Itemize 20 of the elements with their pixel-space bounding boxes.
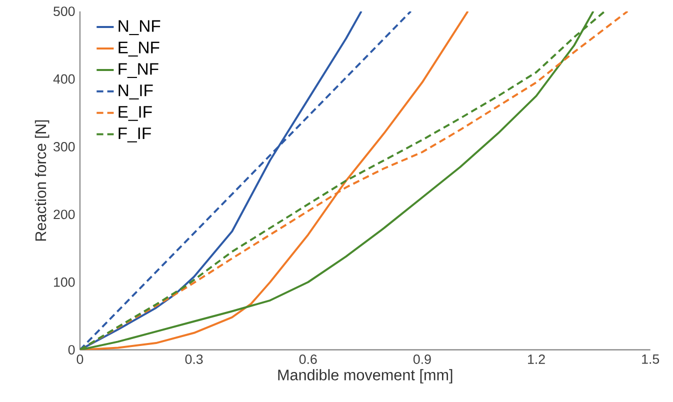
legend-label: E_IF bbox=[118, 106, 152, 121]
x-tick-label: 0.6 bbox=[299, 354, 317, 364]
legend-label: F_NF bbox=[118, 63, 158, 78]
x-axis-title: Mandible movement [mm] bbox=[278, 369, 452, 384]
y-tick-label: 400 bbox=[53, 74, 75, 84]
x-tick-label: 0.9 bbox=[413, 354, 431, 364]
legend-label: F_IF bbox=[118, 128, 151, 142]
y-tick-label: 200 bbox=[54, 210, 75, 220]
y-tick-label: 100 bbox=[54, 278, 75, 287]
x-tick-label: 0.3 bbox=[185, 354, 203, 364]
x-tick-label: 0 bbox=[76, 354, 84, 364]
x-tick-label: 1.2 bbox=[528, 354, 545, 364]
y-tick-label: 0 bbox=[68, 345, 75, 355]
x-tick-label: 1.5 bbox=[642, 354, 660, 364]
y-tick-label: 500 bbox=[54, 6, 75, 16]
legend-label: N_IF bbox=[118, 84, 153, 100]
legend-label: N_NF bbox=[118, 20, 160, 36]
y-axis-title: Reaction force [N] bbox=[34, 120, 50, 241]
legend-label: E_NF bbox=[118, 42, 160, 57]
y-tick-label: 300 bbox=[54, 142, 75, 152]
